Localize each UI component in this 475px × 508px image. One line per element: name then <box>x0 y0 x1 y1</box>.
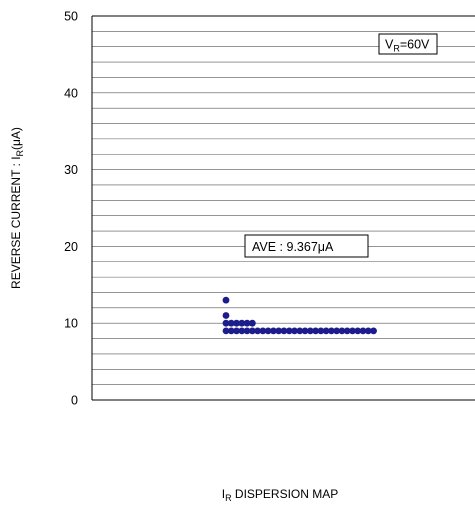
x-axis-title-label: DISPERSION MAP <box>235 487 338 501</box>
data-point <box>222 312 230 319</box>
y-axis-title-unit: (μA) <box>9 127 23 150</box>
condition-symbol: V <box>385 38 394 52</box>
x-axis-title-subscript: R <box>225 493 232 503</box>
data-point <box>222 296 230 304</box>
average-annotation: AVE : 9.367μA <box>244 234 369 258</box>
y-axis-title-subscript: R <box>15 149 25 156</box>
data-point <box>243 327 251 335</box>
y-tick-label: 50 <box>64 10 78 24</box>
data-point <box>238 327 246 335</box>
data-point <box>370 327 377 335</box>
data-point <box>296 327 304 335</box>
x-axis-title: IR DISPERSION MAP <box>222 487 339 503</box>
y-tick-label: 20 <box>64 240 78 254</box>
data-point <box>285 327 293 335</box>
data-point <box>222 319 230 327</box>
data-point <box>301 327 309 335</box>
data-point <box>238 319 246 327</box>
condition-value: =60V <box>400 38 430 52</box>
average-label: AVE : 9.367μA <box>252 240 334 254</box>
data-point <box>280 327 288 335</box>
average-box <box>244 234 369 258</box>
data-point <box>338 327 346 335</box>
data-point <box>354 327 362 335</box>
condition-subscript: R <box>393 44 400 54</box>
condition-annotation: VR=60V <box>378 33 438 55</box>
data-point <box>359 327 367 335</box>
svg-text:VR=60V: VR=60V <box>385 38 430 54</box>
y-tick-label: 10 <box>64 317 78 331</box>
data-point <box>322 327 330 335</box>
data-point <box>349 327 356 335</box>
y-axis-title: REVERSE CURRENT : IR(μA) <box>9 127 25 289</box>
data-point <box>312 327 319 335</box>
data-point <box>254 327 262 335</box>
data-point <box>259 327 267 335</box>
x-axis-title-symbol: I <box>222 487 225 501</box>
data-point <box>264 327 272 335</box>
data-points <box>222 296 377 335</box>
data-point <box>317 327 325 335</box>
data-point <box>270 327 277 335</box>
data-point <box>343 327 351 335</box>
data-point <box>233 319 240 327</box>
data-point <box>333 327 341 335</box>
y-tick-label: 0 <box>71 394 78 408</box>
data-point <box>243 319 251 327</box>
data-point <box>227 319 235 327</box>
data-point <box>222 327 230 335</box>
y-tick-label: 40 <box>64 86 78 100</box>
y-tick-labels: 0 10 20 30 40 50 <box>64 10 78 408</box>
data-point <box>248 327 256 335</box>
data-point <box>306 327 314 335</box>
data-point <box>364 327 372 335</box>
condition-box <box>378 33 438 55</box>
data-point <box>275 327 283 335</box>
data-point <box>291 327 298 335</box>
y-tick-label: 30 <box>64 163 78 177</box>
data-point <box>227 327 235 335</box>
data-point <box>328 327 335 335</box>
data-point <box>233 327 240 335</box>
y-axis-title-prefix: REVERSE CURRENT : I <box>9 156 23 288</box>
data-point <box>248 319 256 327</box>
